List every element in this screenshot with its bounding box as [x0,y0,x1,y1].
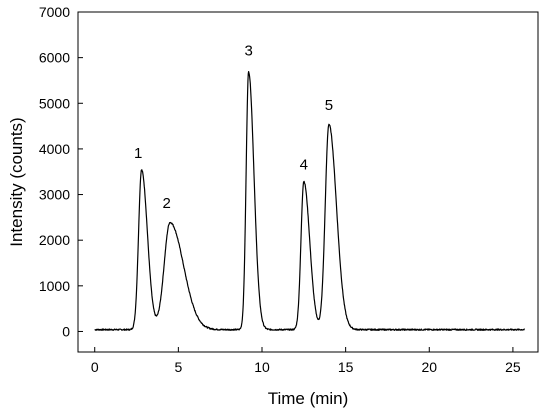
y-tick-label: 5000 [39,95,70,111]
x-tick-label: 25 [505,359,521,375]
y-tick-label: 4000 [39,141,70,157]
y-tick-label: 0 [62,323,70,339]
peak-label-2: 2 [162,195,170,212]
x-tick-label: 10 [254,359,270,375]
peak-label-5: 5 [325,97,333,114]
peak-label-1: 1 [134,145,142,162]
chromatogram-trace [94,70,525,331]
y-tick-label: 6000 [39,50,70,66]
x-axis-ticks: 0 5 10 15 20 25 [91,347,521,375]
y-tick-label: 7000 [39,4,70,20]
x-tick-label: 5 [174,359,182,375]
x-tick-label: 0 [91,359,99,375]
x-tick-label: 20 [421,359,437,375]
y-tick-label: 2000 [39,232,70,248]
y-axis-title: Intensity (counts) [7,117,26,246]
peak-label-3: 3 [244,42,252,59]
x-axis-title: Time (min) [268,389,349,408]
plot-frame [77,11,539,353]
peak-labels: 1 2 3 4 5 [134,42,333,212]
y-tick-label: 3000 [39,187,70,203]
y-tick-label: 1000 [39,278,70,294]
peak-label-4: 4 [300,156,308,173]
y-axis-ticks: 0 1000 2000 3000 4000 5000 6000 7000 [39,4,83,339]
x-tick-label: 15 [338,359,354,375]
